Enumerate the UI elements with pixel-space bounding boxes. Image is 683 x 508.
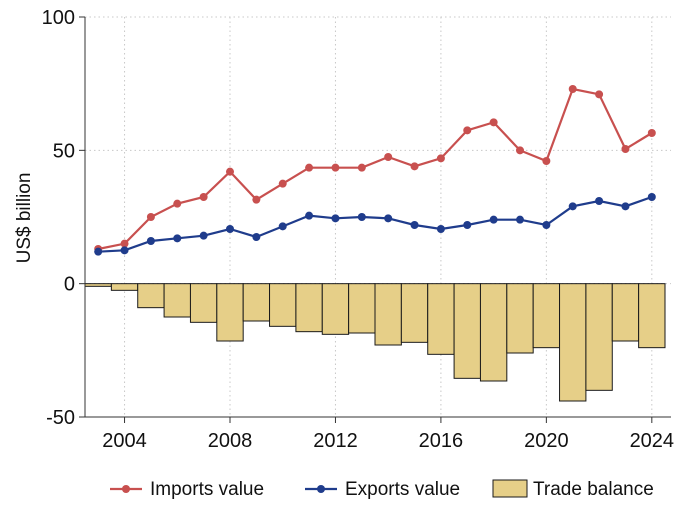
series-point — [516, 215, 524, 224]
bar-trade-balance — [110, 283, 139, 291]
series-point — [621, 145, 630, 153]
y-tick-label: -50 — [46, 407, 75, 429]
series-line — [98, 195, 653, 253]
series-line — [97, 87, 653, 251]
series-point — [120, 239, 129, 248]
bar-trade-balance — [84, 283, 112, 287]
series-point — [516, 146, 524, 155]
bar-trade-balance — [559, 283, 587, 402]
series-point — [252, 233, 261, 241]
bars-layer — [84, 283, 666, 402]
bar-trade-balance — [374, 283, 402, 346]
series-point — [146, 237, 155, 245]
x-tick-label: 2004 — [102, 430, 147, 452]
series-point — [146, 213, 155, 221]
axes — [79, 16, 671, 423]
series-point — [305, 163, 314, 172]
bar-trade-balance — [321, 283, 350, 335]
bar-trade-balance — [137, 283, 165, 309]
series-point — [436, 225, 445, 233]
legend-swatch-point — [317, 485, 325, 493]
x-tick-label: 2020 — [524, 430, 569, 452]
bar-trade-balance — [242, 283, 271, 322]
legend-swatch-point — [122, 485, 130, 493]
series-point — [199, 231, 208, 240]
legend-label: Imports value — [150, 479, 264, 500]
series-point — [568, 202, 577, 211]
y-tick-label: 50 — [53, 140, 75, 162]
series-point — [331, 214, 340, 223]
points-layer — [94, 85, 656, 256]
series-point — [621, 202, 630, 211]
bar-trade-balance — [400, 283, 429, 343]
series-point — [252, 195, 261, 204]
series-point — [647, 193, 656, 201]
bar-trade-balance — [479, 283, 508, 382]
legend-swatch-bar — [492, 479, 528, 498]
series-point — [278, 222, 287, 231]
series-point — [278, 179, 287, 188]
bar-trade-balance — [348, 283, 376, 334]
series-point — [226, 167, 234, 176]
y-axis-title: US$ billion — [14, 173, 35, 264]
series-point — [647, 129, 656, 137]
x-tick-label: 2024 — [630, 430, 675, 452]
legend: Imports value Exports value Trade balance — [110, 479, 654, 500]
bar-trade-balance — [453, 283, 481, 379]
series-point — [595, 197, 604, 205]
series-point — [384, 214, 393, 223]
series-point — [436, 154, 445, 163]
bar-trade-balance — [216, 283, 244, 342]
bar-trade-balance — [611, 283, 640, 342]
series-point — [542, 157, 551, 165]
bar-trade-balance — [506, 283, 534, 354]
y-tick-label: 100 — [42, 7, 75, 29]
series-point — [173, 199, 182, 208]
series-point — [410, 221, 419, 229]
series-point — [489, 118, 498, 127]
bar-trade-balance — [585, 283, 613, 391]
y-tick-labels: -50 0 50 100 — [42, 7, 75, 429]
series-point — [226, 225, 234, 233]
lines-layer — [97, 87, 653, 253]
series-point — [463, 221, 472, 229]
bar-trade-balance — [427, 283, 455, 355]
legend-label: Exports value — [345, 479, 460, 500]
bar-trade-balance — [638, 283, 666, 349]
bar-trade-balance — [269, 283, 297, 327]
series-point — [568, 85, 577, 93]
x-tick-label: 2008 — [208, 430, 253, 452]
x-tick-label: 2012 — [313, 430, 358, 452]
x-tick-labels: 2004 2008 2012 2016 2020 2024 — [102, 430, 674, 452]
bar-trade-balance — [189, 283, 218, 323]
bar-trade-balance — [295, 283, 323, 333]
series-point — [357, 213, 366, 221]
bar-trade-balance — [532, 283, 561, 349]
legend-label: Trade balance — [533, 479, 654, 500]
series-point — [331, 163, 340, 172]
series-point — [542, 221, 551, 229]
series-point — [94, 247, 103, 256]
series-point — [595, 90, 604, 99]
series-point — [410, 162, 419, 171]
series-point — [384, 153, 393, 161]
bar-trade-balance — [163, 283, 191, 318]
series-point — [357, 163, 366, 172]
series-point — [199, 193, 208, 201]
x-tick-label: 2016 — [419, 430, 464, 452]
series-point — [120, 246, 129, 255]
series-point — [463, 126, 472, 135]
series-point — [173, 234, 182, 243]
series-point — [489, 215, 498, 224]
series-point — [305, 211, 314, 220]
y-tick-label: 0 — [64, 274, 75, 296]
